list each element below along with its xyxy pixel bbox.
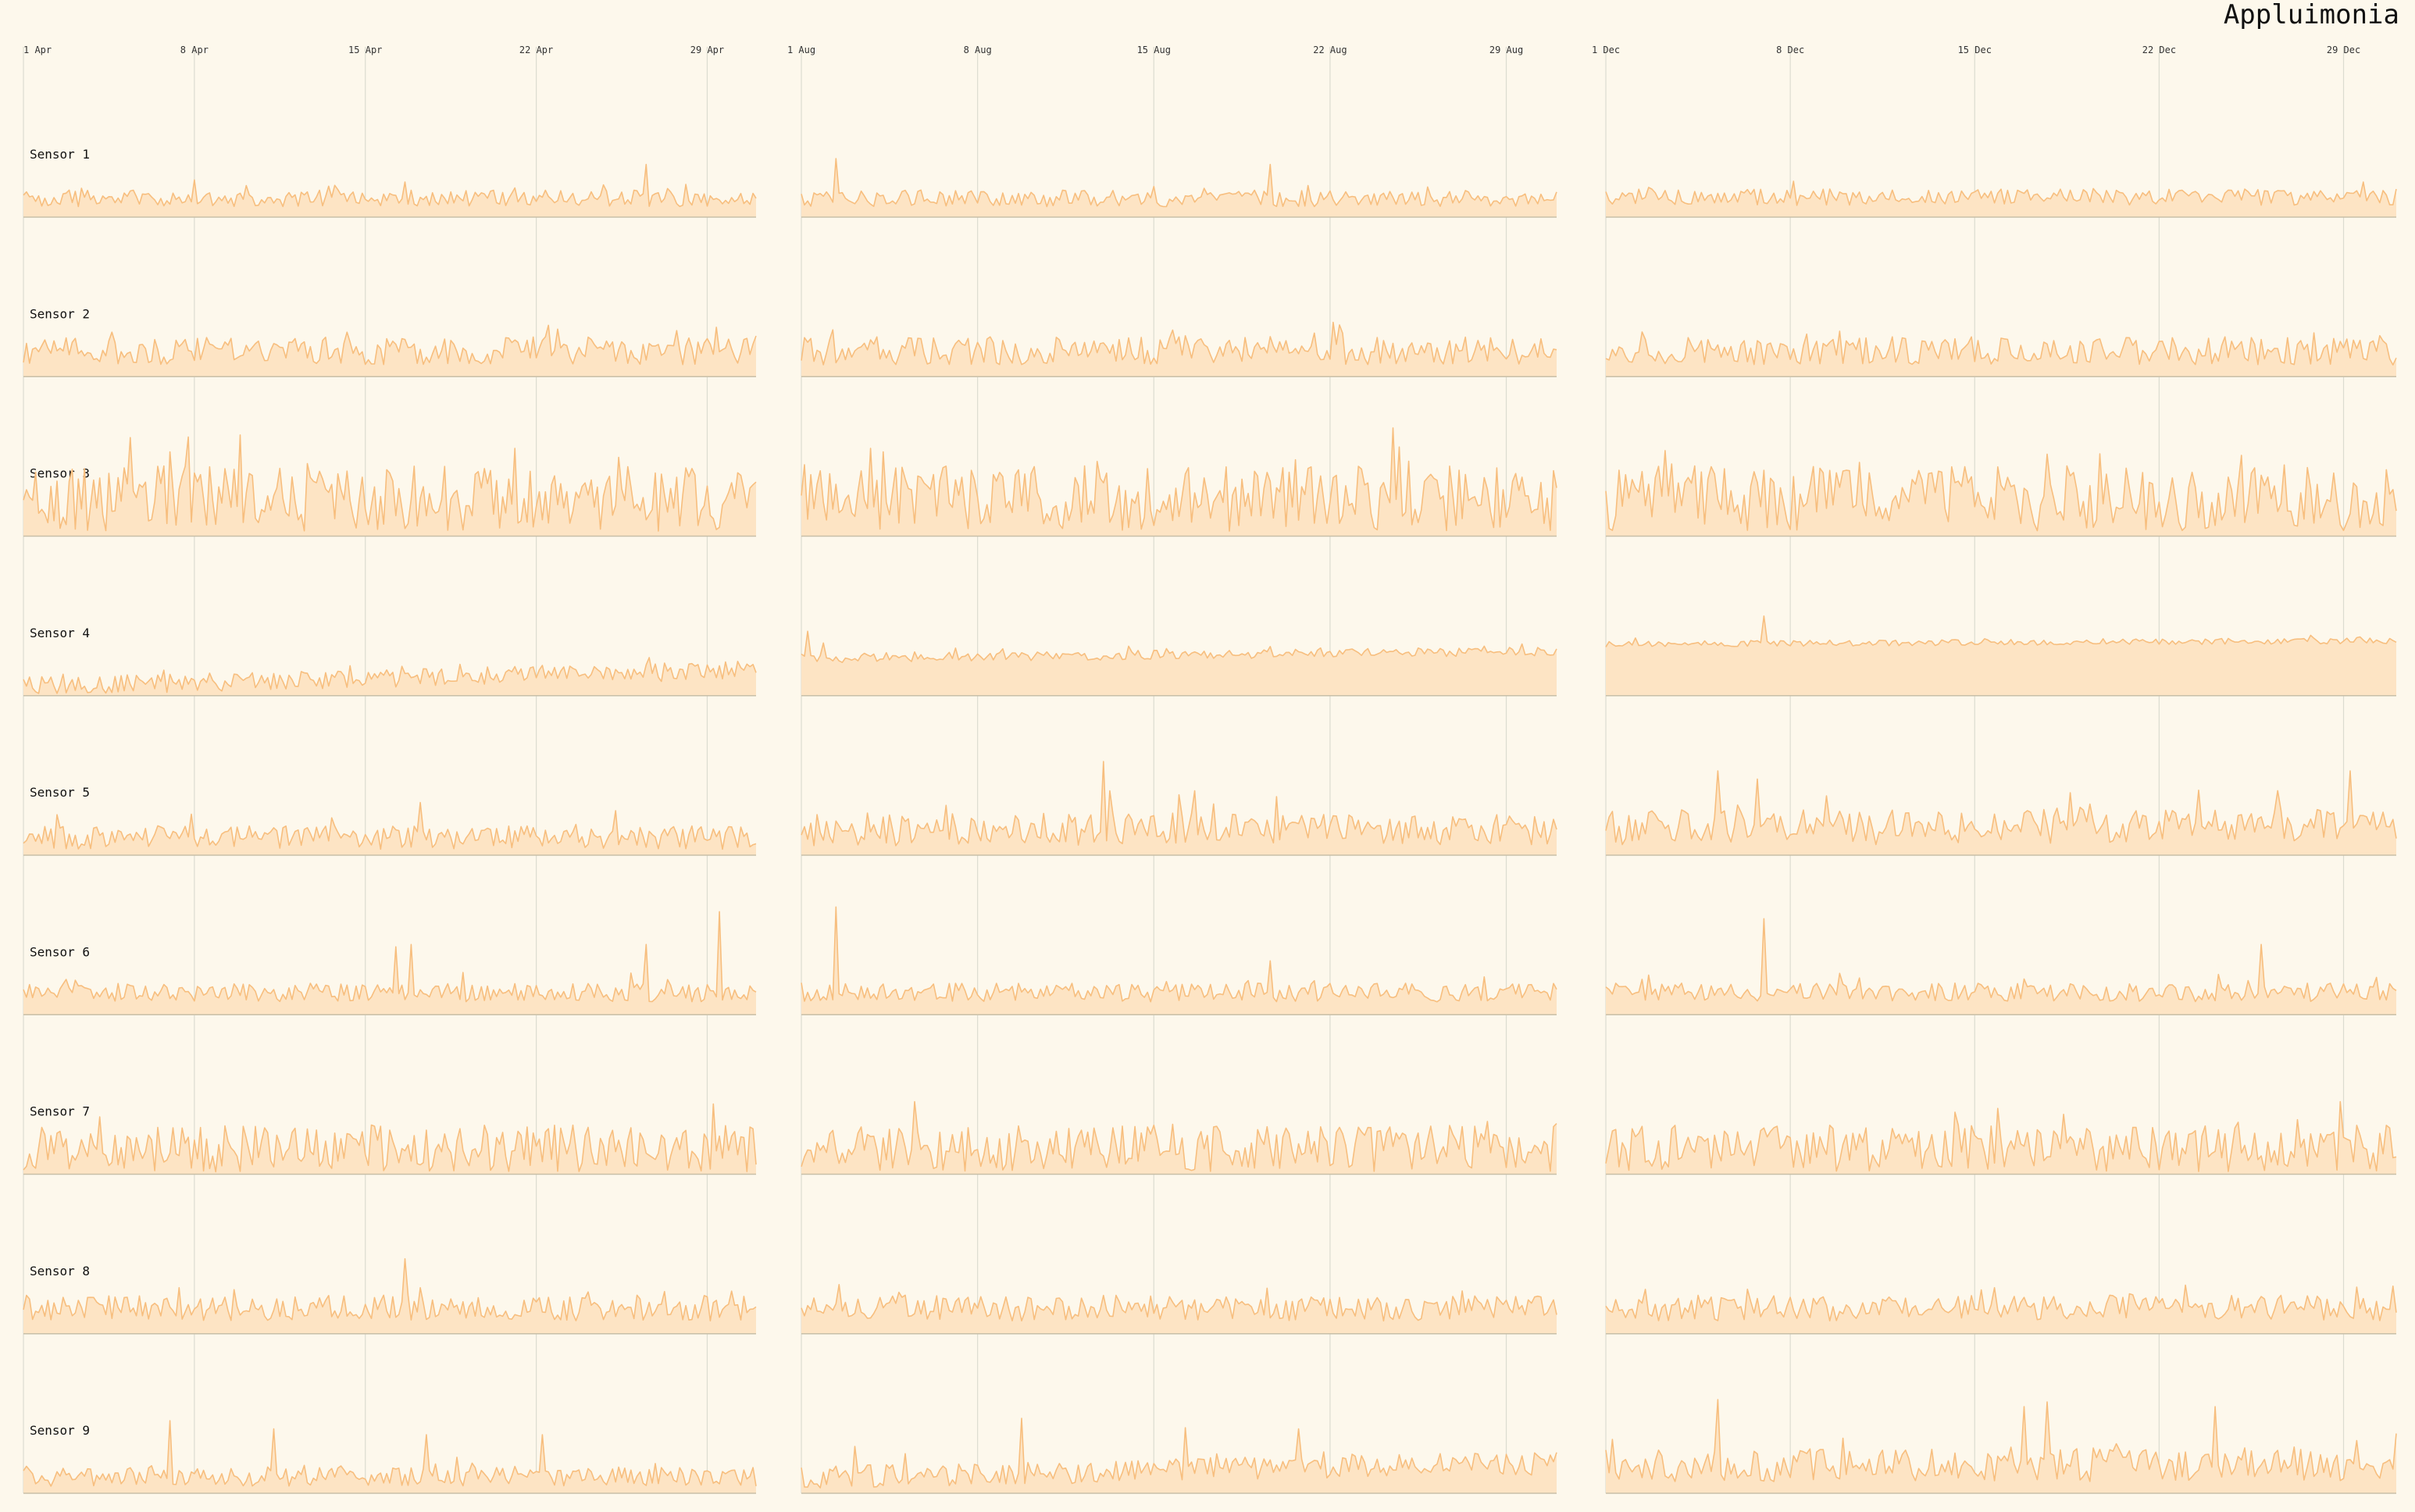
series-label: Sensor 3 [30, 466, 90, 481]
x-tick-label: 8 Aug [964, 45, 992, 55]
series-area [801, 761, 1557, 855]
x-tick-label: 8 Dec [1776, 45, 1804, 55]
series-area [23, 1421, 756, 1493]
series-line [801, 1100, 1557, 1172]
series-area [801, 1418, 1557, 1493]
x-tick-label: 22 Apr [519, 45, 553, 55]
series-line [801, 1418, 1557, 1489]
series-area [23, 911, 756, 1015]
series-label: Sensor 4 [30, 626, 90, 640]
x-tick-label: 15 Aug [1137, 45, 1171, 55]
series-rows: Sensor 1 Sensor 2 Sensor 3 Sensor 4 Sensor 5… [23, 147, 2397, 1494]
series-row: Sensor 4 [23, 615, 2397, 697]
x-tick-label: 1 Aug [787, 45, 815, 55]
x-tick-label: 22 Aug [1313, 45, 1347, 55]
series-line [23, 1103, 757, 1173]
series-area [1606, 1285, 2396, 1334]
series-row: Sensor 5 [23, 761, 2397, 856]
series-line [23, 657, 757, 694]
series-area [801, 631, 1557, 696]
series-row: Sensor 7 [23, 1100, 2397, 1175]
series-area [1606, 1400, 2396, 1493]
series-label: Sensor 6 [30, 944, 90, 959]
series-area [1606, 1101, 2396, 1175]
series-area [23, 164, 756, 217]
series-area [23, 1104, 756, 1175]
series-label: Sensor 8 [30, 1264, 90, 1278]
series-label: Sensor 9 [30, 1423, 90, 1438]
x-tick-label: 15 Apr [348, 45, 382, 55]
series-area [1606, 918, 2396, 1015]
series-area [23, 658, 756, 696]
series-line [23, 163, 757, 208]
x-tick-label: 1 Apr [23, 45, 52, 55]
series-area [801, 427, 1557, 537]
series-line [1605, 918, 2397, 1003]
series-line [801, 1284, 1557, 1321]
series-line [1605, 330, 2397, 366]
series-area [801, 1101, 1557, 1175]
series-area [801, 1284, 1557, 1334]
series-line [801, 906, 1557, 1003]
x-tick-label: 29 Dec [2327, 45, 2360, 55]
series-label: Sensor 1 [30, 147, 90, 162]
series-line [1605, 770, 2397, 846]
series-line [23, 1420, 757, 1487]
series-line [23, 324, 757, 366]
series-line [1605, 615, 2397, 647]
series-area [1606, 450, 2396, 537]
series-area [1606, 181, 2396, 217]
series-line [23, 801, 757, 850]
series-label: Sensor 7 [30, 1104, 90, 1119]
series-line [801, 158, 1557, 208]
series-line [1605, 1399, 2397, 1482]
x-tick-label: 1 Dec [1592, 45, 1620, 55]
series-area [23, 434, 756, 537]
series-line [1605, 1284, 2397, 1321]
series-row: Sensor 9 [23, 1399, 2397, 1494]
series-line [23, 1258, 757, 1321]
series-line [1605, 450, 2397, 532]
series-line [23, 434, 757, 532]
x-tick-label: 22 Dec [2142, 45, 2176, 55]
x-tick-label: 29 Apr [690, 45, 724, 55]
series-line [801, 761, 1557, 847]
series-area [23, 1258, 756, 1334]
x-axis-ticks: 1 Apr 8 Apr 15 Apr 22 Apr 29 Apr 1 Aug 8 Aug 15… [23, 45, 2360, 55]
x-tick-label: 29 Aug [1489, 45, 1523, 55]
series-label: Sensor 5 [30, 785, 90, 800]
series-line [23, 911, 757, 1003]
series-row: Sensor 6 [23, 906, 2397, 1015]
series-area [1606, 331, 2396, 377]
series-area [801, 907, 1557, 1015]
series-area [801, 322, 1557, 377]
series-line [801, 321, 1557, 366]
series-area [801, 159, 1557, 217]
series-row: Sensor 1 [23, 147, 2397, 218]
series-area [1606, 615, 2396, 696]
x-tick-label: 15 Dec [1958, 45, 1992, 55]
series-line [1605, 1100, 2397, 1172]
series-label: Sensor 2 [30, 306, 90, 321]
series-line [1605, 180, 2397, 206]
chart-title: Appluimonia [2224, 0, 2399, 30]
series-line [801, 630, 1557, 663]
x-tick-label: 8 Apr [180, 45, 209, 55]
series-area [23, 802, 756, 855]
series-row: Sensor 8 [23, 1258, 2397, 1335]
series-row: Sensor 2 [23, 306, 2397, 377]
vertical-gridlines [23, 47, 2345, 1493]
series-area [23, 325, 756, 377]
series-row: Sensor 3 [23, 427, 2397, 537]
series-line [801, 427, 1557, 532]
